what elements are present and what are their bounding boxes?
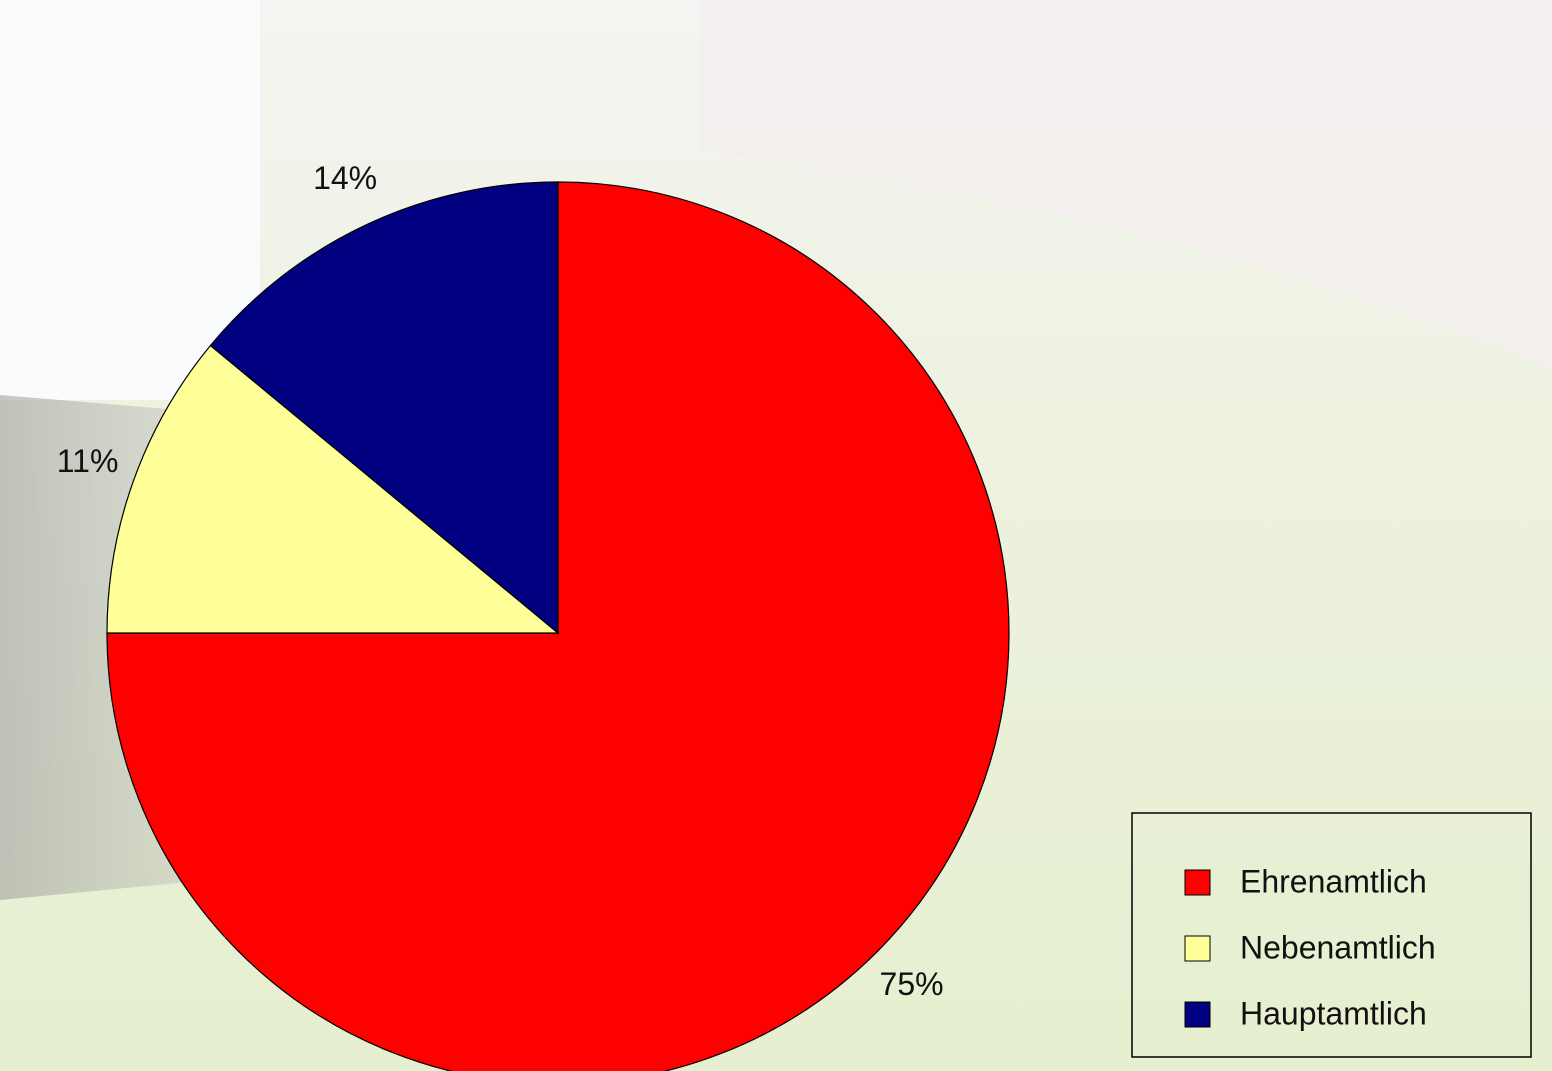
background-panel — [0, 0, 260, 400]
pie: 75% 11% 14% — [57, 160, 1010, 1071]
legend-label: Ehrenamtlich — [1240, 863, 1427, 899]
data-label: 11% — [57, 443, 119, 479]
legend-swatch — [1184, 1001, 1211, 1028]
legend-swatch — [1184, 869, 1211, 896]
legend-box — [1131, 812, 1532, 1058]
pie-slice — [106, 344, 560, 634]
background-shape — [700, 0, 1552, 370]
pie-slice — [106, 181, 1010, 1071]
legend-label: Hauptamtlich — [1240, 995, 1427, 1031]
data-label: 75% — [880, 966, 944, 1002]
legend-swatch — [1184, 935, 1211, 962]
pie-slice — [209, 181, 559, 635]
data-label: 14% — [313, 160, 377, 196]
legend: Ehrenamtlich Nebenamtlich Hauptamtlich — [1184, 863, 1436, 1031]
legend-label: Nebenamtlich — [1240, 929, 1436, 965]
